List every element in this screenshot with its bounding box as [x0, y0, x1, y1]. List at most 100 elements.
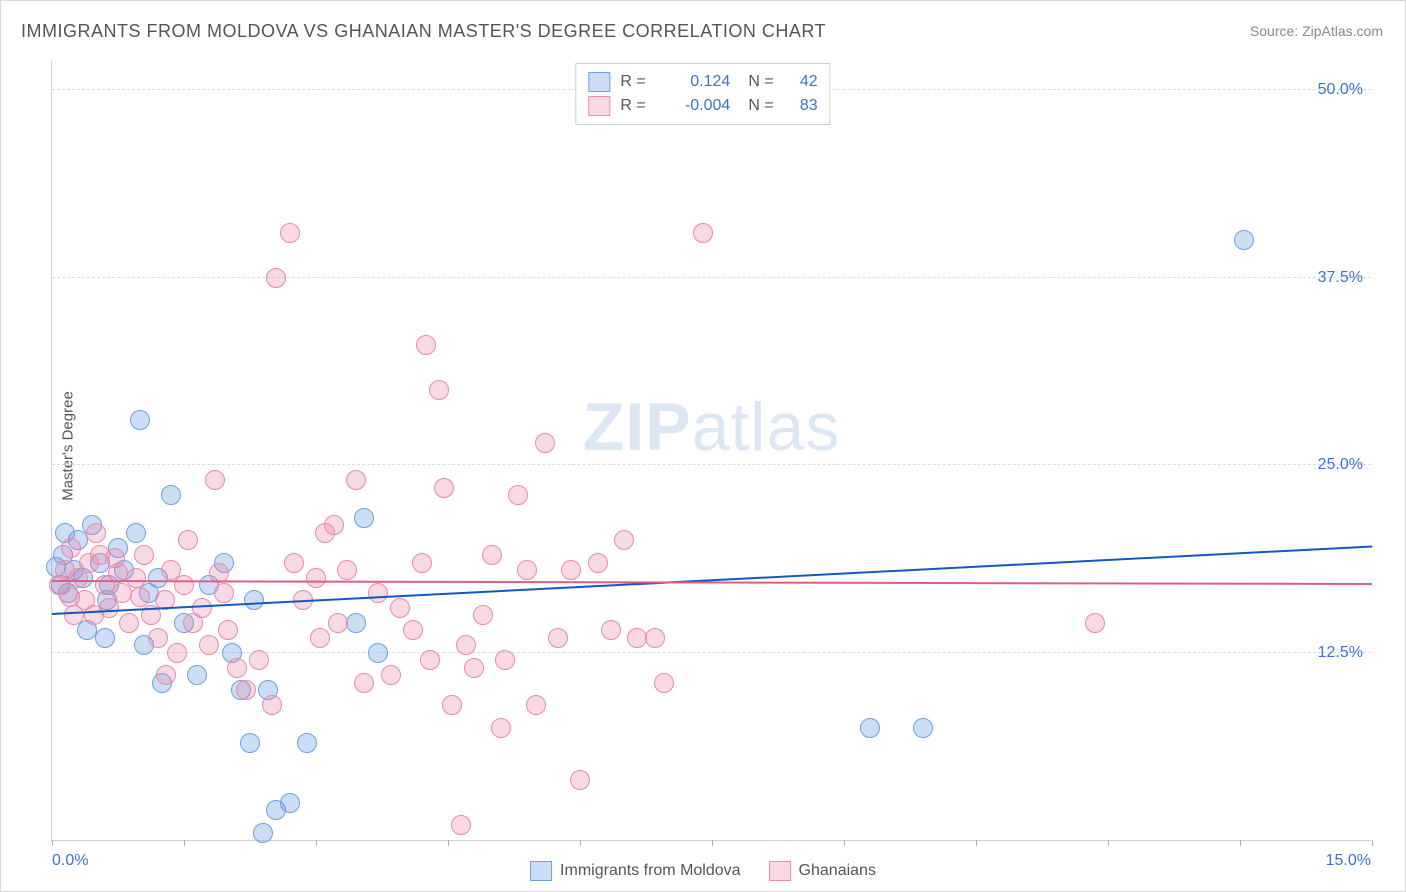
data-point	[227, 658, 247, 678]
data-point	[266, 268, 286, 288]
data-point	[420, 650, 440, 670]
data-point	[178, 530, 198, 550]
data-point	[156, 665, 176, 685]
data-point	[167, 643, 187, 663]
data-point	[253, 823, 273, 843]
data-point	[368, 583, 388, 603]
data-point	[654, 673, 674, 693]
x-tick	[184, 840, 185, 846]
watermark: ZIPatlas	[583, 388, 840, 466]
x-tick	[1372, 840, 1373, 846]
data-point	[244, 590, 264, 610]
data-point	[214, 583, 234, 603]
data-point	[236, 680, 256, 700]
data-point	[126, 568, 146, 588]
data-point	[61, 538, 81, 558]
data-point	[64, 605, 84, 625]
data-point	[346, 470, 366, 490]
data-point	[442, 695, 462, 715]
data-point	[614, 530, 634, 550]
legend-item-moldova: Immigrants from Moldova	[530, 861, 741, 881]
data-point	[429, 380, 449, 400]
data-point	[495, 650, 515, 670]
data-point	[1085, 613, 1105, 633]
data-point	[570, 770, 590, 790]
data-point	[434, 478, 454, 498]
swatch-moldova	[588, 72, 610, 92]
n-value-ghanaians: 83	[788, 97, 818, 115]
data-point	[95, 628, 115, 648]
n-label: N =	[748, 97, 773, 115]
r-value-ghanaians: -0.004	[660, 97, 730, 115]
data-point	[535, 433, 555, 453]
data-point	[526, 695, 546, 715]
data-point	[284, 553, 304, 573]
data-point	[693, 223, 713, 243]
data-point	[390, 598, 410, 618]
data-point	[280, 793, 300, 813]
x-tick	[316, 840, 317, 846]
y-tick-label: 25.0%	[1318, 456, 1363, 474]
data-point	[403, 620, 423, 640]
data-point	[205, 470, 225, 490]
x-label-max: 15.0%	[1326, 852, 1371, 870]
data-point	[240, 733, 260, 753]
data-point	[262, 695, 282, 715]
data-point	[412, 553, 432, 573]
gridline	[52, 652, 1371, 653]
data-point	[645, 628, 665, 648]
data-point	[354, 508, 374, 528]
data-point	[324, 515, 344, 535]
data-point	[416, 335, 436, 355]
r-value-moldova: 0.124	[660, 73, 730, 91]
r-label: R =	[620, 73, 650, 91]
data-point	[249, 650, 269, 670]
swatch-ghanaians	[588, 96, 610, 116]
data-point	[297, 733, 317, 753]
data-point	[280, 223, 300, 243]
data-point	[86, 523, 106, 543]
plot-area: ZIPatlas 12.5%25.0%37.5%50.0%0.0%15.0%	[51, 61, 1371, 841]
data-point	[346, 613, 366, 633]
data-point	[354, 673, 374, 693]
y-tick-label: 37.5%	[1318, 269, 1363, 287]
data-point	[310, 628, 330, 648]
data-point	[913, 718, 933, 738]
r-label: R =	[620, 97, 650, 115]
data-point	[174, 575, 194, 595]
data-point	[451, 815, 471, 835]
data-point	[588, 553, 608, 573]
data-point	[491, 718, 511, 738]
data-point	[126, 523, 146, 543]
swatch-moldova	[530, 861, 552, 881]
data-point	[1234, 230, 1254, 250]
x-tick	[580, 840, 581, 846]
data-point	[561, 560, 581, 580]
legend-item-ghanaians: Ghanaians	[769, 861, 876, 881]
x-tick	[448, 840, 449, 846]
n-value-moldova: 42	[788, 73, 818, 91]
data-point	[548, 628, 568, 648]
data-point	[381, 665, 401, 685]
data-point	[134, 545, 154, 565]
x-tick	[844, 840, 845, 846]
data-point	[306, 568, 326, 588]
data-point	[508, 485, 528, 505]
data-point	[199, 635, 219, 655]
chart-container: IMMIGRANTS FROM MOLDOVA VS GHANAIAN MAST…	[0, 0, 1406, 892]
n-label: N =	[748, 73, 773, 91]
x-label-min: 0.0%	[52, 852, 88, 870]
swatch-ghanaians	[769, 861, 791, 881]
data-point	[187, 665, 207, 685]
trend-line	[52, 580, 1372, 585]
y-tick-label: 12.5%	[1318, 644, 1363, 662]
data-point	[130, 410, 150, 430]
x-tick	[712, 840, 713, 846]
data-point	[161, 485, 181, 505]
x-tick	[976, 840, 977, 846]
data-point	[368, 643, 388, 663]
series-legend: Immigrants from Moldova Ghanaians	[520, 859, 886, 883]
series-name-ghanaians: Ghanaians	[799, 862, 876, 880]
source-label: Source: ZipAtlas.com	[1250, 23, 1383, 39]
series-name-moldova: Immigrants from Moldova	[560, 862, 741, 880]
